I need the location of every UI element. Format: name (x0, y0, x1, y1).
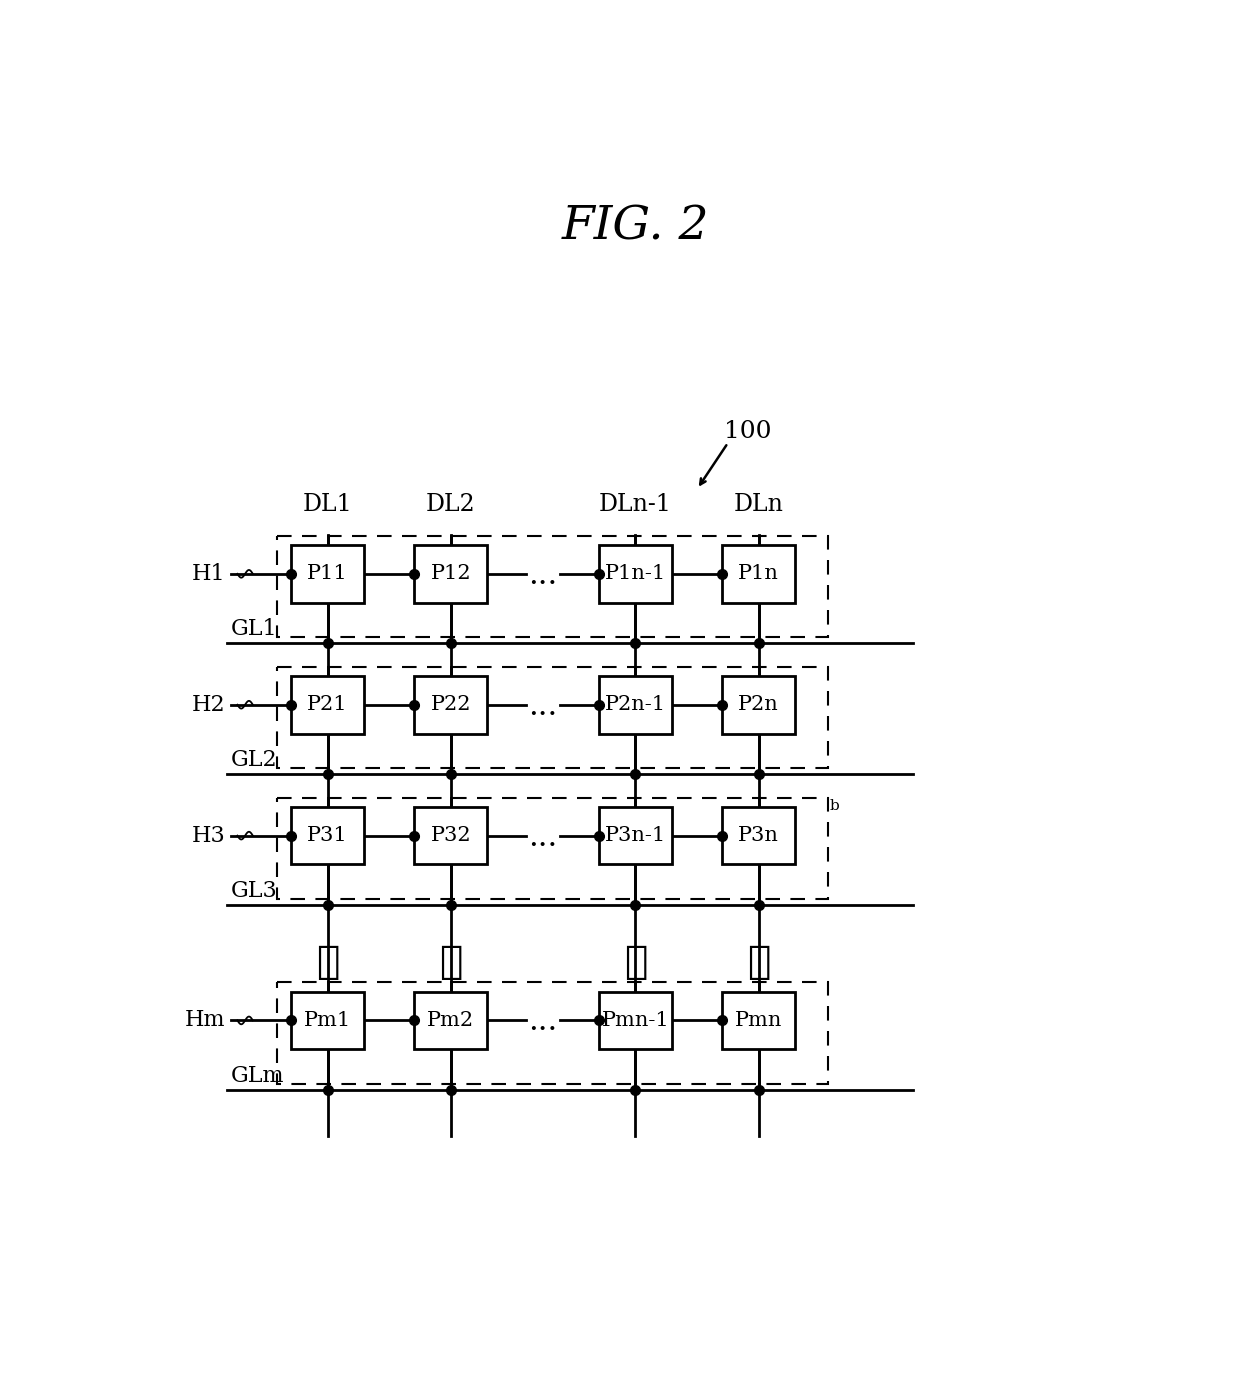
Text: ...: ... (528, 690, 558, 722)
Text: GLm: GLm (231, 1065, 285, 1087)
Text: P2n: P2n (738, 695, 779, 714)
Text: Pmn: Pmn (735, 1011, 782, 1030)
Bar (291, 545, 365, 602)
Bar (291, 807, 365, 865)
Text: P1n-1: P1n-1 (605, 565, 666, 583)
Text: ⋮: ⋮ (624, 945, 647, 981)
Text: H1: H1 (191, 563, 226, 584)
Text: P21: P21 (308, 695, 347, 714)
Bar (278, 982, 828, 1084)
Text: H3: H3 (191, 824, 226, 847)
Bar (414, 675, 487, 733)
Text: Pmn-1: Pmn-1 (601, 1011, 670, 1030)
Text: P32: P32 (430, 826, 471, 845)
Bar (722, 545, 795, 602)
Bar (414, 992, 487, 1050)
Bar (414, 807, 487, 865)
Bar (599, 992, 672, 1050)
Bar (414, 545, 487, 602)
Text: Pm2: Pm2 (427, 1011, 474, 1030)
Text: FIG. 2: FIG. 2 (562, 204, 709, 250)
Text: ...: ... (528, 822, 558, 852)
Bar (291, 992, 365, 1050)
Bar (278, 536, 828, 637)
Bar (722, 992, 795, 1050)
Text: ⋮: ⋮ (316, 945, 340, 981)
Text: GL2: GL2 (231, 749, 278, 771)
Text: b: b (830, 800, 839, 813)
Text: P1n: P1n (738, 565, 779, 583)
Text: P2n-1: P2n-1 (605, 695, 666, 714)
Text: Hm: Hm (185, 1010, 226, 1032)
Bar (722, 675, 795, 733)
Text: ...: ... (528, 1007, 558, 1037)
Text: P12: P12 (430, 565, 471, 583)
Text: P31: P31 (308, 826, 348, 845)
Text: GL3: GL3 (231, 880, 278, 902)
Bar (291, 675, 365, 733)
Bar (278, 797, 828, 899)
Text: P3n: P3n (738, 826, 779, 845)
Text: ...: ... (528, 559, 558, 591)
Text: ⋮: ⋮ (439, 945, 463, 981)
Text: H2: H2 (191, 693, 226, 715)
Text: DL1: DL1 (303, 493, 352, 516)
Text: DLn-1: DLn-1 (599, 493, 672, 516)
Text: DL2: DL2 (425, 493, 476, 516)
Text: Pm1: Pm1 (304, 1011, 351, 1030)
Text: P11: P11 (308, 565, 348, 583)
Bar (722, 807, 795, 865)
Bar (278, 667, 828, 768)
Text: 100: 100 (724, 420, 771, 443)
Text: P3n-1: P3n-1 (605, 826, 666, 845)
Text: DLn: DLn (734, 493, 784, 516)
Bar (599, 675, 672, 733)
Text: P22: P22 (430, 695, 471, 714)
Bar (599, 545, 672, 602)
Text: GL1: GL1 (231, 619, 278, 639)
Text: ⋮: ⋮ (746, 945, 770, 981)
Bar (599, 807, 672, 865)
